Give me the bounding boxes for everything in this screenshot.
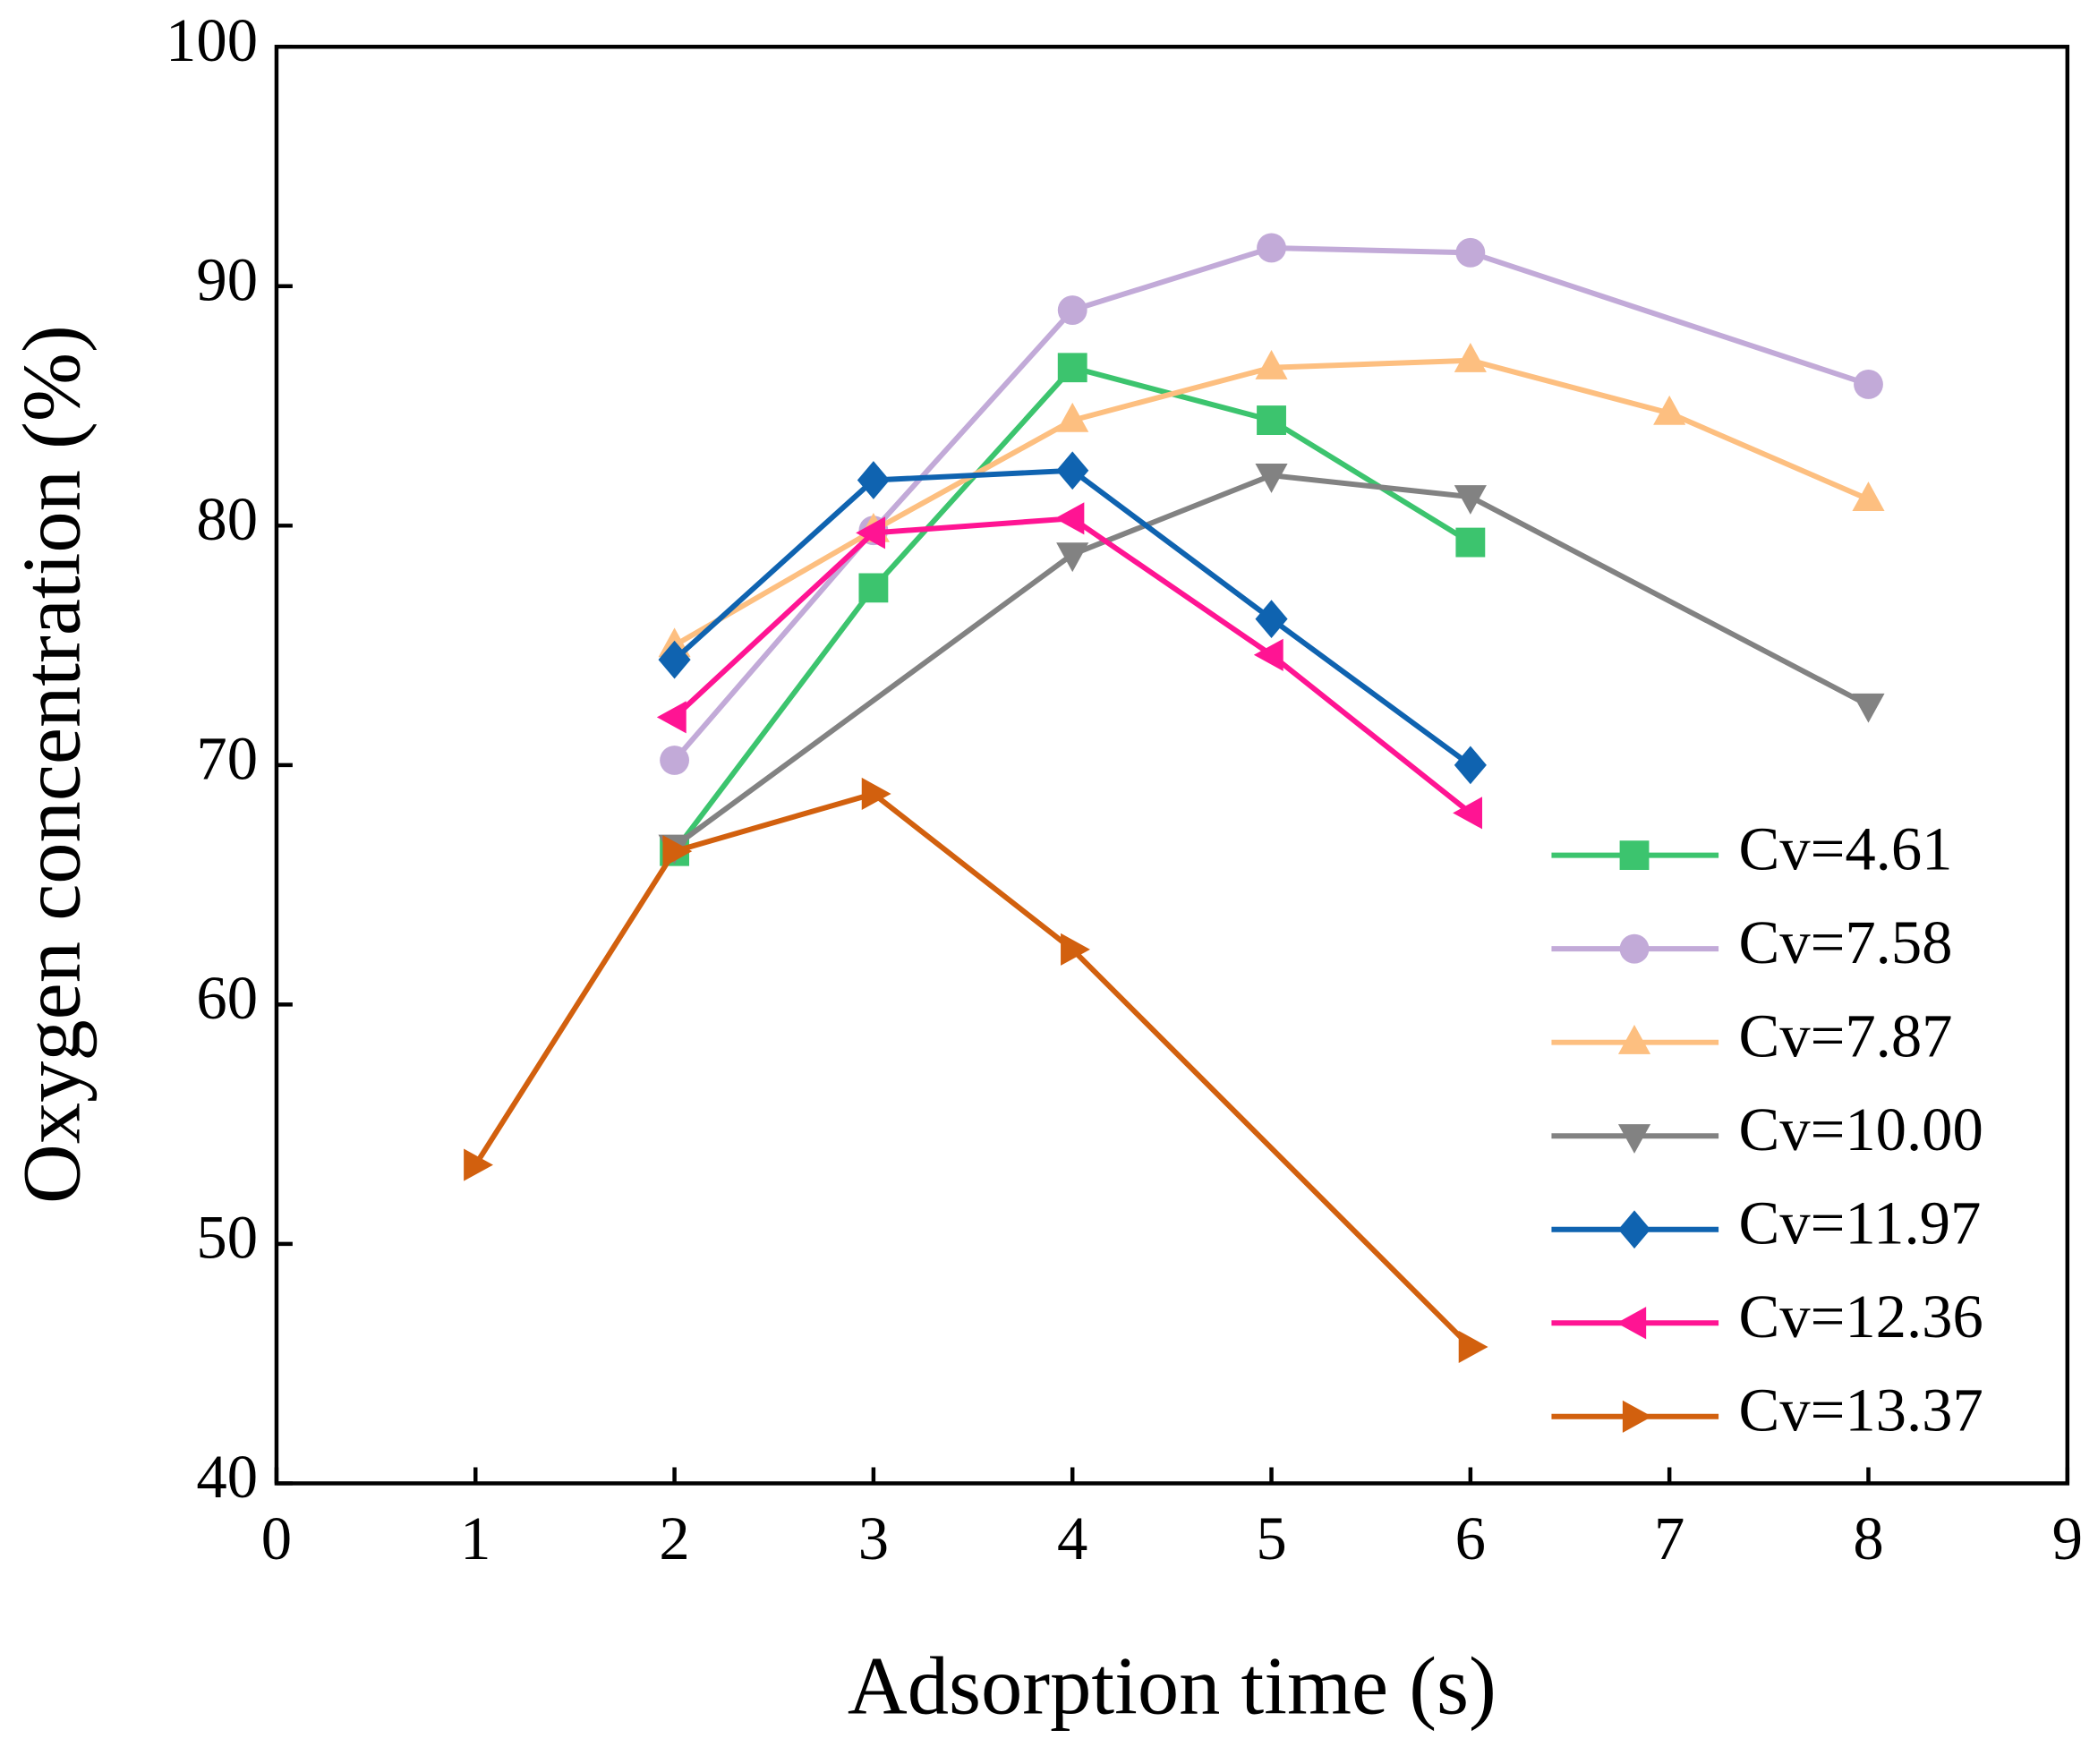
legend-marker <box>1619 933 1650 964</box>
y-tick-label: 90 <box>196 246 258 314</box>
marker <box>1852 481 1885 512</box>
marker <box>1454 485 1487 515</box>
x-axis-label: Adsorption time (s) <box>848 1641 1497 1733</box>
marker <box>464 1148 493 1181</box>
x-tick-label: 7 <box>1654 1504 1684 1572</box>
marker <box>1056 542 1089 573</box>
plot-frame <box>274 45 2070 1486</box>
marker <box>1257 233 1286 263</box>
legend-label: Cv=11.97 <box>1738 1189 1981 1257</box>
marker <box>1455 237 1486 268</box>
marker <box>1454 746 1487 785</box>
y-tick-label: 70 <box>196 725 258 793</box>
legend-marker <box>1619 840 1650 871</box>
legend-label: Cv=13.37 <box>1738 1376 1983 1444</box>
x-tick-label: 3 <box>858 1504 889 1572</box>
marker <box>1458 1330 1488 1364</box>
marker <box>1054 502 1085 535</box>
x-tick-label: 2 <box>659 1504 689 1572</box>
x-tick-label: 4 <box>1057 1504 1087 1572</box>
series-line <box>473 790 1472 1350</box>
x-tick-label: 1 <box>460 1504 490 1572</box>
marker <box>1653 395 1686 425</box>
x-tick-label: 0 <box>261 1504 292 1572</box>
y-tick-label: 60 <box>196 964 258 1032</box>
legend-marker <box>1617 1124 1651 1154</box>
marker <box>1455 527 1486 558</box>
y-tick-label: 50 <box>196 1204 258 1272</box>
marker <box>1852 693 1885 723</box>
legend-marker <box>1617 1024 1651 1054</box>
legend-label: Cv=7.87 <box>1738 1001 1952 1069</box>
marker <box>1255 600 1288 639</box>
marker <box>660 746 690 775</box>
marker <box>1453 797 1482 830</box>
marker <box>656 701 687 734</box>
marker <box>1854 370 1883 399</box>
legend-label: Cv=12.36 <box>1738 1283 1983 1351</box>
marker <box>1057 295 1087 325</box>
y-tick-label: 80 <box>196 485 258 553</box>
marker <box>858 573 889 603</box>
marker <box>1057 353 1087 383</box>
marker <box>1257 405 1286 436</box>
y-tick-label: 100 <box>166 6 258 74</box>
x-tick-label: 5 <box>1256 1504 1286 1572</box>
marker <box>1056 451 1089 490</box>
y-axis-label: Oxygen concentration (%) <box>6 325 98 1204</box>
marker <box>1255 350 1288 379</box>
legend-marker <box>1622 1400 1652 1433</box>
x-tick-label: 9 <box>2052 1504 2083 1572</box>
marker <box>1253 638 1284 671</box>
marker <box>1454 343 1487 372</box>
marker <box>1056 402 1089 432</box>
marker <box>1255 463 1288 493</box>
legend-label: Cv=7.58 <box>1738 908 1952 976</box>
legend-label: Cv=10.00 <box>1738 1095 1983 1163</box>
marker <box>861 777 891 811</box>
x-tick-label: 6 <box>1455 1504 1486 1572</box>
legend-label: Cv=4.61 <box>1738 814 1952 882</box>
marker <box>1061 933 1090 966</box>
marker <box>856 516 886 550</box>
marker <box>658 640 691 679</box>
series-line <box>672 244 1870 763</box>
y-tick-label: 40 <box>196 1443 258 1511</box>
legend-marker <box>1616 1307 1647 1340</box>
marker <box>662 835 693 868</box>
x-tick-label: 8 <box>1853 1504 1883 1572</box>
legend-marker <box>1617 1210 1651 1249</box>
